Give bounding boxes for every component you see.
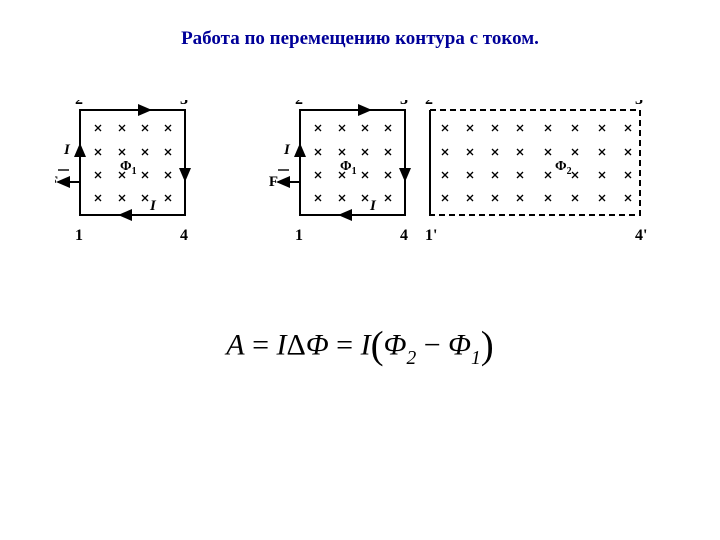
vertex-4r: 4 [400, 227, 408, 244]
vertex-3: 3 [180, 100, 188, 108]
flux2-label: Φ2 [555, 159, 572, 177]
vertex-3p: 3' [635, 100, 647, 108]
diagrams-container: 2 3 1 4 I I F Φ1 [55, 100, 665, 295]
force-label-r: F [269, 174, 278, 190]
vertex-4: 4 [180, 227, 188, 244]
current-label-r-side: I [283, 142, 291, 158]
vertex-2p: 2' [425, 100, 437, 108]
current-label-left-side: I [63, 142, 71, 158]
vertex-1r: 1 [295, 227, 303, 244]
vertex-3r: 3 [400, 100, 408, 108]
force-label: F [55, 174, 58, 190]
work-formula: A = IΔΦ = I(Φ2 − Φ1) [0, 325, 720, 370]
vertex-1p: 1' [425, 227, 437, 244]
current-label-r-bottom: I [369, 198, 377, 214]
vertex-2: 2 [75, 100, 83, 108]
vertex-1: 1 [75, 227, 83, 244]
left-loop: 2 3 1 4 I I F Φ1 [55, 100, 188, 244]
vertex-2r: 2 [295, 100, 303, 108]
right-loops: 2 3 1 4 2' 3' 1' 4' I I F Φ1 Φ2 [269, 100, 648, 244]
current-label-bottom: I [149, 198, 157, 214]
vertex-4p: 4' [635, 227, 647, 244]
page-title: Работа по перемещению контура с током. [0, 28, 720, 50]
physics-diagrams: 2 3 1 4 I I F Φ1 [55, 100, 665, 290]
